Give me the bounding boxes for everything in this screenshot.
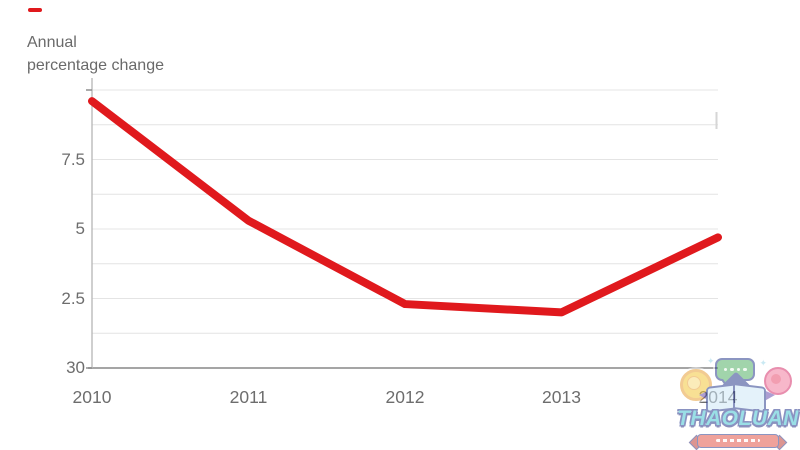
y-tick-label: 2.5 xyxy=(61,288,85,308)
y-tick-label: 30 xyxy=(66,358,85,377)
y-tick-label: 7.5 xyxy=(61,149,85,169)
x-tick-label: 2012 xyxy=(385,387,425,407)
chart-title-line1: Annual xyxy=(27,34,77,51)
x-tick-label: 2011 xyxy=(229,387,268,407)
series-legend-dash xyxy=(28,8,42,12)
x-tick-label: 2013 xyxy=(542,387,581,407)
chart-title: Annual percentage change xyxy=(27,31,164,77)
chart-title-line2: percentage change xyxy=(27,57,164,74)
y-tick-label: 5 xyxy=(75,219,85,238)
x-tick-label: 2010 xyxy=(72,387,112,407)
series-line xyxy=(88,97,722,317)
x-tick-label: 2014 xyxy=(698,387,738,407)
